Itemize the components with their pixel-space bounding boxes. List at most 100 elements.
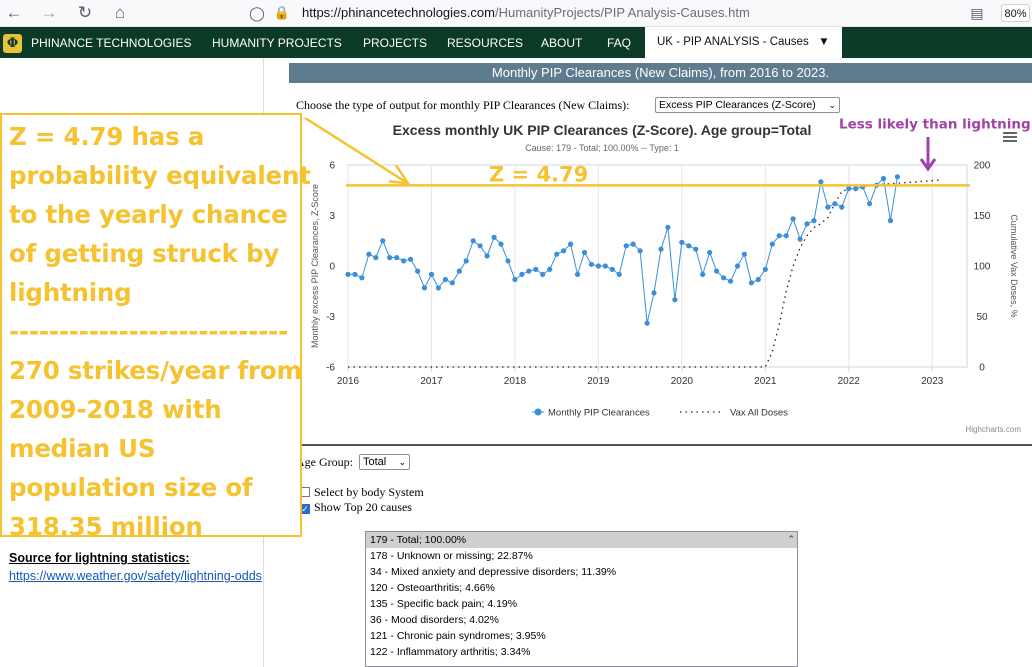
address-bar[interactable]: https://phinancetechnologies.com/Humanit… (302, 5, 750, 20)
x-tick-label: 2017 (420, 376, 443, 387)
data-point (456, 268, 462, 274)
age-group-label: Age Group: (296, 455, 353, 469)
lightning-annotation-box: Z = 4.79 has a probability equivalent to t… (0, 113, 311, 541)
annotation-line: lightning (9, 278, 132, 307)
url-host: https://phinancetechnologies.com (302, 5, 495, 20)
list-item[interactable]: 178 - Unknown or missing; 22.87% (370, 550, 533, 562)
brand-logo-icon[interactable]: Φ (3, 34, 22, 53)
nav-item-faq[interactable]: FAQ (607, 36, 632, 50)
data-point (755, 276, 761, 283)
data-point (880, 175, 887, 182)
data-point (359, 275, 365, 281)
nav-item-active[interactable] (645, 27, 842, 58)
nav-item-resources[interactable]: RESOURCES (447, 36, 524, 50)
y-tick-label: 6 (329, 161, 335, 172)
series-vax-line (348, 179, 940, 368)
annotation-line: 2009-2018 with (9, 395, 222, 424)
list-item[interactable]: 36 - Mood disorders; 4.02% (370, 614, 499, 626)
nav-item-about[interactable]: ABOUT (541, 36, 583, 50)
list-item[interactable]: 122 - Inflammatory arthritis; 3.34% (370, 646, 531, 658)
data-point (505, 258, 511, 264)
grid-lines (347, 165, 933, 367)
data-point (748, 280, 754, 286)
data-point (345, 271, 351, 277)
annotation-arrow (302, 118, 409, 185)
chart-credit[interactable]: Highcharts.com (965, 425, 1021, 434)
section-divider (296, 444, 1032, 446)
data-point (797, 236, 803, 242)
output-type-label: Choose the type of output for monthly PI… (296, 98, 630, 112)
chart-menu-icon[interactable] (1003, 132, 1017, 142)
list-item[interactable]: 179 - Total; 100.00% (366, 532, 797, 548)
y2-tick-label: 150 (974, 211, 991, 222)
data-point (811, 218, 817, 224)
x-axis: 2016 2017 2018 2019 2020 2021 2022 2023 (337, 367, 944, 387)
data-point (394, 255, 400, 261)
nav-active-label[interactable]: UK - PIP ANALYSIS - Causes ▼ (657, 36, 830, 48)
data-point (714, 268, 720, 274)
list-item[interactable]: 121 - Chronic pain syndromes; 3.95% (370, 630, 546, 642)
output-type-select[interactable]: Excess PIP Clearances (Z-Score) ⌄ (655, 97, 840, 113)
data-point (741, 251, 747, 257)
y-axis-left: -6 -3 0 3 6 (326, 161, 335, 374)
nav-brand[interactable]: PHINANCE TECHNOLOGIES (31, 36, 192, 50)
body-system-label: Select by body System (314, 485, 424, 499)
scroll-up-icon[interactable]: ⌃ (787, 534, 795, 544)
y-tick-label: 3 (329, 211, 335, 222)
nav-active-text: UK - PIP ANALYSIS - Causes (657, 36, 809, 48)
source-link[interactable]: https://www.weather.gov/safety/lightning… (9, 569, 262, 583)
home-icon[interactable]: ⌂ (114, 3, 126, 22)
y-tick-label: -3 (326, 312, 335, 323)
data-point (818, 179, 824, 185)
list-item[interactable]: 120 - Osteoarthritis; 4.66% (370, 582, 495, 594)
data-point (470, 238, 476, 244)
nav-item-projects[interactable]: PROJECTS (363, 36, 428, 50)
reference-line-label: Z = 4.79 (489, 162, 588, 186)
data-point (734, 263, 741, 269)
top-20-label: Show Top 20 causes (314, 500, 412, 514)
lock-icon[interactable]: 🔒 (273, 5, 291, 20)
y-tick-label: -6 (326, 363, 335, 374)
show-top-20-row[interactable]: ✓ Show Top 20 causes (300, 500, 412, 515)
legend-pip-label[interactable]: Monthly PIP Clearances (548, 408, 650, 419)
data-point (887, 218, 894, 224)
annotation-line: of getting struck by (9, 239, 280, 268)
age-group-value: Total (363, 456, 387, 468)
back-arrow-icon[interactable]: ← (5, 3, 23, 22)
list-item[interactable]: 135 - Specific back pain; 4.19% (370, 598, 518, 610)
data-point (832, 201, 838, 207)
data-point (721, 275, 727, 281)
cause-listbox[interactable]: 179 - Total; 100.00% 178 - Unknown or mi… (365, 531, 798, 667)
reload-icon[interactable]: ↻ (77, 3, 93, 22)
data-point (623, 243, 629, 249)
data-point (776, 233, 782, 239)
x-tick-label: 2016 (337, 376, 360, 387)
reader-view-icon[interactable]: ▤ (970, 5, 984, 21)
select-by-body-system-row[interactable]: Select by body System (300, 485, 424, 500)
data-point (846, 186, 852, 192)
data-point (672, 297, 678, 303)
shield-icon[interactable]: ◯ (249, 5, 265, 21)
x-tick-label: 2021 (754, 376, 777, 387)
url-path: /HumanityProjects/PIP Analysis-Causes.ht… (494, 5, 750, 20)
annotation-line: population size of (9, 473, 253, 502)
zoom-level[interactable]: 80% (1001, 4, 1030, 22)
data-point (679, 239, 685, 245)
forward-arrow-icon[interactable]: → (40, 3, 58, 22)
age-group-select[interactable]: Total ⌄ (359, 454, 410, 470)
data-point (783, 233, 789, 239)
chart-legend: Monthly PIP Clearances Vax All Doses (532, 408, 788, 419)
data-point (574, 271, 581, 277)
legend-vax-label[interactable]: Vax All Doses (730, 408, 788, 419)
site-navigation (0, 27, 1032, 58)
nav-item-humanity-projects[interactable]: HUMANITY PROJECTS (212, 36, 342, 50)
x-tick-label: 2018 (504, 376, 527, 387)
list-item[interactable]: 34 - Mixed anxiety and depressive disord… (370, 566, 617, 578)
data-point (616, 271, 622, 277)
y-axis-title: Monthly excess PIP Clearances, Z-Score (310, 184, 320, 348)
data-point (609, 266, 615, 272)
series-pip-line (348, 176, 898, 324)
source-label: Source for lightning statistics: (9, 551, 190, 565)
data-point (512, 276, 518, 283)
